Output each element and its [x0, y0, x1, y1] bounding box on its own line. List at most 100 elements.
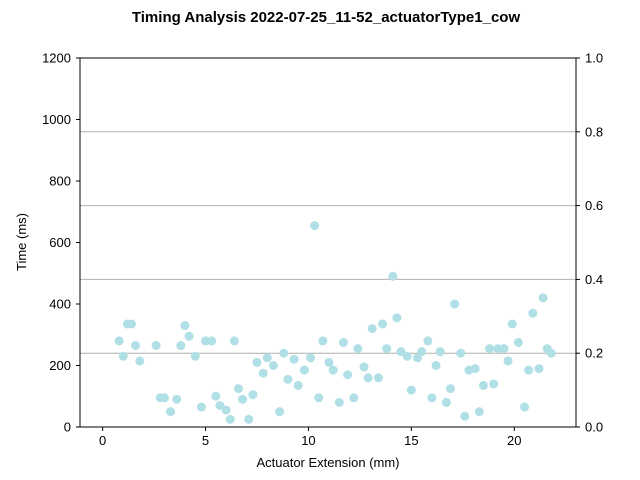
right-y-tick-label: 0.0: [585, 420, 603, 435]
data-point: [159, 393, 169, 403]
data-point: [450, 299, 460, 309]
data-point: [406, 385, 416, 395]
data-point: [435, 347, 445, 357]
data-point: [238, 394, 248, 404]
data-point: [283, 374, 293, 384]
data-point: [427, 393, 437, 403]
data-point: [324, 357, 334, 367]
x-tick-label: 15: [404, 433, 418, 448]
data-point: [289, 354, 299, 364]
data-point: [151, 341, 161, 351]
data-point: [373, 373, 383, 383]
data-point: [538, 293, 548, 303]
x-axis-title: Actuator Extension (mm): [256, 455, 399, 470]
data-point: [248, 390, 258, 400]
chart-title: Timing Analysis 2022-07-25_11-52_actuato…: [132, 9, 521, 26]
data-point: [279, 348, 289, 358]
data-point: [388, 271, 398, 281]
y-tick-label: 0: [64, 420, 71, 435]
data-point: [423, 336, 433, 346]
data-point: [470, 364, 480, 374]
data-point: [359, 362, 369, 372]
data-point: [334, 397, 344, 407]
x-tick-label: 5: [202, 433, 209, 448]
data-point: [252, 357, 262, 367]
data-point: [485, 344, 495, 354]
right-y-tick-label: 0.4: [585, 272, 603, 287]
data-point: [306, 353, 316, 363]
data-point: [402, 351, 412, 361]
data-point: [367, 324, 377, 334]
data-point: [520, 402, 530, 412]
data-point: [268, 361, 278, 370]
data-point: [176, 341, 186, 351]
data-point: [318, 336, 328, 346]
data-point: [184, 331, 194, 341]
data-point: [225, 414, 235, 424]
y-tick-label: 600: [49, 235, 71, 250]
data-point: [534, 364, 544, 374]
data-point: [135, 356, 145, 366]
data-point: [262, 353, 272, 363]
data-point: [431, 361, 441, 370]
y-tick-label: 400: [49, 297, 71, 312]
y-tick-label: 1200: [42, 51, 71, 66]
data-point: [126, 319, 136, 329]
data-point: [503, 356, 513, 366]
y-tick-label: 1000: [42, 112, 71, 127]
data-point: [499, 344, 509, 354]
data-point: [201, 336, 211, 346]
data-point: [524, 365, 534, 375]
data-points: [114, 221, 556, 424]
data-point: [441, 397, 451, 407]
data-point: [190, 351, 200, 361]
data-point: [382, 344, 392, 354]
data-point: [474, 407, 484, 417]
data-point: [180, 321, 190, 331]
data-point: [233, 384, 243, 394]
data-point: [221, 405, 231, 415]
right-y-tick-label: 0.6: [585, 198, 603, 213]
x-tick-label: 10: [301, 433, 315, 448]
y-tick-label: 800: [49, 174, 71, 189]
data-point: [275, 407, 285, 417]
data-point: [211, 391, 221, 401]
right-y-axis-ticks: 0.0 0.2 0.4 0.6 0.8 1.0: [576, 51, 603, 435]
data-point: [478, 380, 488, 390]
grid-lines: [80, 131, 576, 354]
data-point: [229, 336, 239, 346]
data-point: [396, 347, 406, 357]
data-point: [207, 336, 217, 346]
data-point: [528, 308, 538, 318]
data-point: [118, 351, 128, 361]
data-point: [363, 373, 373, 383]
data-point: [244, 414, 254, 424]
data-point: [417, 347, 427, 357]
data-point: [338, 337, 348, 347]
data-point: [378, 319, 388, 329]
y-axis-title: Time (ms): [14, 213, 29, 271]
data-point: [445, 384, 455, 394]
data-point: [172, 394, 182, 404]
data-point: [353, 344, 363, 354]
x-tick-label: 0: [99, 433, 106, 448]
data-point: [392, 313, 402, 323]
data-point: [456, 348, 466, 358]
data-point: [513, 337, 523, 347]
data-point: [299, 365, 309, 375]
data-point: [343, 370, 353, 380]
data-point: [493, 344, 503, 354]
right-y-tick-label: 0.2: [585, 346, 603, 361]
data-point: [166, 407, 176, 417]
x-tick-label: 20: [507, 433, 521, 448]
right-y-tick-label: 1.0: [585, 51, 603, 66]
x-axis-ticks: 0 5 10 15 20: [99, 427, 521, 448]
data-point: [460, 411, 470, 421]
data-point: [489, 379, 499, 389]
right-y-tick-label: 0.8: [585, 124, 603, 139]
data-point: [215, 400, 225, 410]
data-point: [196, 402, 206, 412]
data-point: [507, 319, 517, 329]
data-point: [546, 348, 556, 358]
